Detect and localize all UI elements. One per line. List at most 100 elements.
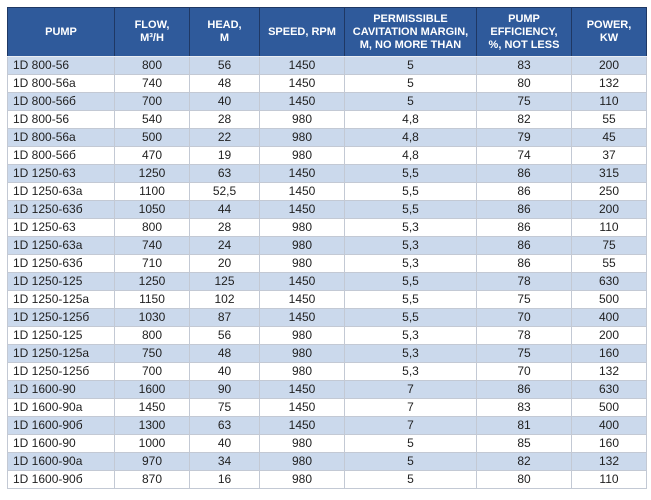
table-cell: 20	[189, 254, 260, 273]
table-cell: 1450	[259, 200, 345, 219]
table-cell: 75	[189, 398, 260, 417]
table-cell: 86	[476, 200, 572, 219]
table-cell: 1D 1250-63	[7, 164, 115, 183]
table-cell: 24	[189, 236, 260, 255]
table-cell: 5	[344, 74, 477, 93]
column-header-efficiency: PUMP EFFICIENCY, %, NOT LESS	[476, 7, 572, 57]
table-cell: 86	[476, 182, 572, 201]
table-cell: 37	[571, 146, 647, 165]
pump-specs-table: PUMP FLOW, M³/H HEAD, M SPEED, RPM PERMI…	[7, 7, 647, 489]
table-cell: 160	[571, 434, 647, 453]
table-row: 1D 1250-63a 1100 52,5 1450 5,5 86 250	[7, 182, 647, 201]
table-cell: 86	[476, 380, 572, 399]
table-cell: 80	[476, 470, 572, 489]
table-cell: 110	[571, 92, 647, 111]
table-cell: 740	[114, 74, 190, 93]
table-cell: 540	[114, 110, 190, 129]
table-cell: 800	[114, 56, 190, 75]
table-cell: 132	[571, 362, 647, 381]
table-cell: 1450	[259, 308, 345, 327]
table-cell: 1D 1250-63б	[7, 200, 115, 219]
table-row: 1D 1600-90б 1300 63 1450 7 81 400	[7, 416, 647, 435]
table-cell: 1450	[259, 182, 345, 201]
table-cell: 1D 1600-90a	[7, 398, 115, 417]
table-cell: 1D 1600-90	[7, 434, 115, 453]
table-cell: 56	[189, 326, 260, 345]
table-cell: 5,5	[344, 200, 477, 219]
header-row: PUMP FLOW, M³/H HEAD, M SPEED, RPM PERMI…	[7, 7, 647, 57]
table-row: 1D 1600-90a 970 34 980 5 82 132	[7, 452, 647, 471]
column-header-head: HEAD, M	[189, 7, 260, 57]
table-cell: 75	[476, 290, 572, 309]
table-row: 1D 1250-63 1250 63 1450 5,5 86 315	[7, 164, 647, 183]
table-cell: 400	[571, 308, 647, 327]
table-cell: 40	[189, 92, 260, 111]
table-cell: 1450	[114, 398, 190, 417]
table-cell: 1450	[259, 380, 345, 399]
table-cell: 5,5	[344, 164, 477, 183]
table-cell: 82	[476, 110, 572, 129]
table-cell: 1000	[114, 434, 190, 453]
table-row: 1D 800-56a 500 22 980 4,8 79 45	[7, 128, 647, 147]
table-cell: 1D 1600-90б	[7, 416, 115, 435]
table-cell: 1D 1250-63a	[7, 182, 115, 201]
table-cell: 86	[476, 164, 572, 183]
table-row: 1D 1250-125a 750 48 980 5,3 75 160	[7, 344, 647, 363]
table-cell: 740	[114, 236, 190, 255]
table-cell: 1D 800-56б	[7, 146, 115, 165]
table-cell: 34	[189, 452, 260, 471]
table-cell: 5,3	[344, 362, 477, 381]
table-row: 1D 1250-63б 1050 44 1450 5,5 86 200	[7, 200, 647, 219]
table-cell: 1D 1600-90б	[7, 470, 115, 489]
table-cell: 5,5	[344, 182, 477, 201]
table-cell: 5,3	[344, 218, 477, 237]
table-cell: 1300	[114, 416, 190, 435]
table-cell: 5,3	[344, 236, 477, 255]
table-cell: 980	[259, 236, 345, 255]
table-cell: 1D 1250-125	[7, 326, 115, 345]
table-cell: 1450	[259, 164, 345, 183]
table-cell: 250	[571, 182, 647, 201]
table-cell: 82	[476, 452, 572, 471]
table-cell: 470	[114, 146, 190, 165]
table-cell: 980	[259, 344, 345, 363]
table-row: 1D 800-56a 740 48 1450 5 80 132	[7, 74, 647, 93]
table-row: 1D 1600-90a 1450 75 1450 7 83 500	[7, 398, 647, 417]
table-cell: 1450	[259, 92, 345, 111]
table-cell: 102	[189, 290, 260, 309]
table-cell: 79	[476, 128, 572, 147]
table-row: 1D 800-56 540 28 980 4,8 82 55	[7, 110, 647, 129]
table-cell: 132	[571, 452, 647, 471]
table-row: 1D 1250-63a 740 24 980 5,3 86 75	[7, 236, 647, 255]
table-cell: 980	[259, 218, 345, 237]
table-cell: 980	[259, 452, 345, 471]
table-cell: 1450	[259, 290, 345, 309]
table-cell: 1150	[114, 290, 190, 309]
table-header: PUMP FLOW, M³/H HEAD, M SPEED, RPM PERMI…	[7, 7, 647, 57]
table-cell: 78	[476, 272, 572, 291]
table-row: 1D 1600-90б 870 16 980 5 80 110	[7, 470, 647, 489]
table-cell: 630	[571, 380, 647, 399]
table-cell: 80	[476, 74, 572, 93]
column-header-speed: SPEED, RPM	[259, 7, 345, 57]
table-cell: 980	[259, 110, 345, 129]
table-cell: 1D 1250-125a	[7, 344, 115, 363]
table-cell: 56	[189, 56, 260, 75]
table-cell: 1250	[114, 272, 190, 291]
table-cell: 750	[114, 344, 190, 363]
table-cell: 200	[571, 326, 647, 345]
table-cell: 132	[571, 74, 647, 93]
column-header-flow: FLOW, M³/H	[114, 7, 190, 57]
table-cell: 90	[189, 380, 260, 399]
table-cell: 19	[189, 146, 260, 165]
table-cell: 5,3	[344, 254, 477, 273]
table-cell: 45	[571, 128, 647, 147]
table-cell: 83	[476, 56, 572, 75]
table-cell: 970	[114, 452, 190, 471]
table-cell: 1D 1250-63б	[7, 254, 115, 273]
table-cell: 700	[114, 362, 190, 381]
table-cell: 63	[189, 164, 260, 183]
table-cell: 500	[571, 290, 647, 309]
table-cell: 1D 800-56	[7, 56, 115, 75]
table-cell: 78	[476, 326, 572, 345]
